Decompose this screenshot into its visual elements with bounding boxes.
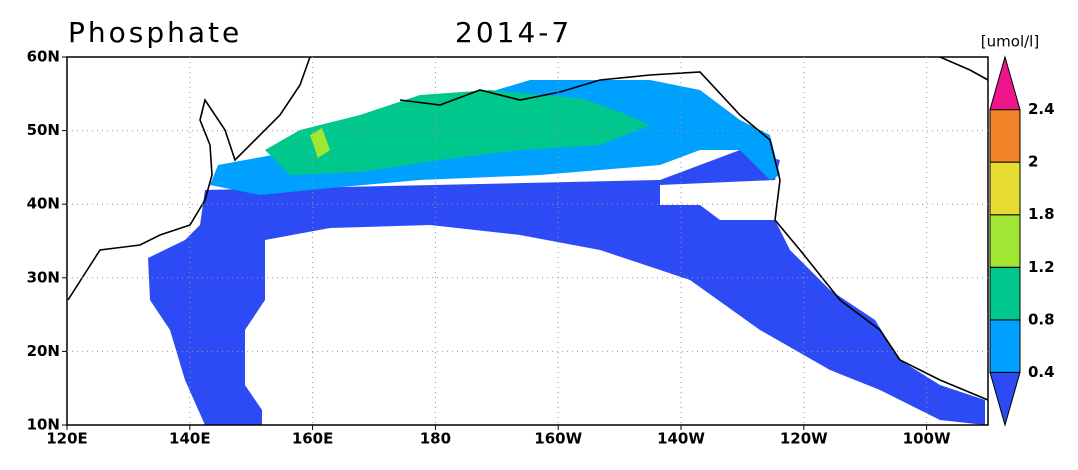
lat-label: 30N (27, 268, 60, 286)
unit: [umol/l] (981, 33, 1039, 51)
lat-label: 60N (27, 48, 60, 66)
lat-label: 40N (27, 195, 60, 213)
phosphate-field (148, 80, 985, 425)
lon-label: 160W (534, 430, 582, 448)
coastline (67, 56, 311, 301)
colorbar-label: 2.4 (1028, 100, 1055, 118)
colorbar-swatch (989, 214, 1021, 268)
coastlines (67, 56, 989, 401)
lon-label: 120W (780, 430, 828, 448)
lon-label: 180 (420, 430, 451, 448)
colorbar-label: 2 (1028, 153, 1038, 171)
colorbar-swatch (989, 319, 1021, 373)
colorbar-swatch (989, 266, 1021, 321)
colorbar-swatch (989, 161, 1021, 216)
colorbar-label: 1.8 (1028, 205, 1055, 223)
lon-label: 140W (657, 430, 705, 448)
lon-label: 120E (46, 430, 88, 448)
lat-label: 10N (27, 416, 60, 434)
colorbar-label: 0.4 (1028, 363, 1055, 381)
colorbar-swatch (989, 109, 1021, 163)
colorbar-swatch (989, 55, 1021, 111)
colorbar-label: 1.2 (1028, 258, 1055, 276)
lat-label: 20N (27, 342, 60, 360)
lat-label: 50N (27, 121, 60, 139)
coastline (399, 71, 989, 401)
band-high (265, 90, 650, 175)
date: 2014-7 (455, 16, 572, 49)
lon-label: 100W (903, 430, 951, 448)
plot-frame (66, 56, 989, 426)
coastline (939, 56, 989, 81)
lon-label: 140E (169, 430, 211, 448)
patch-peak (310, 128, 330, 158)
title: Phosphate (68, 16, 242, 49)
colorbar-swatch (989, 371, 1021, 427)
band-low (148, 150, 985, 425)
colorbar-label: 0.8 (1028, 310, 1055, 328)
lon-label: 160E (292, 430, 334, 448)
